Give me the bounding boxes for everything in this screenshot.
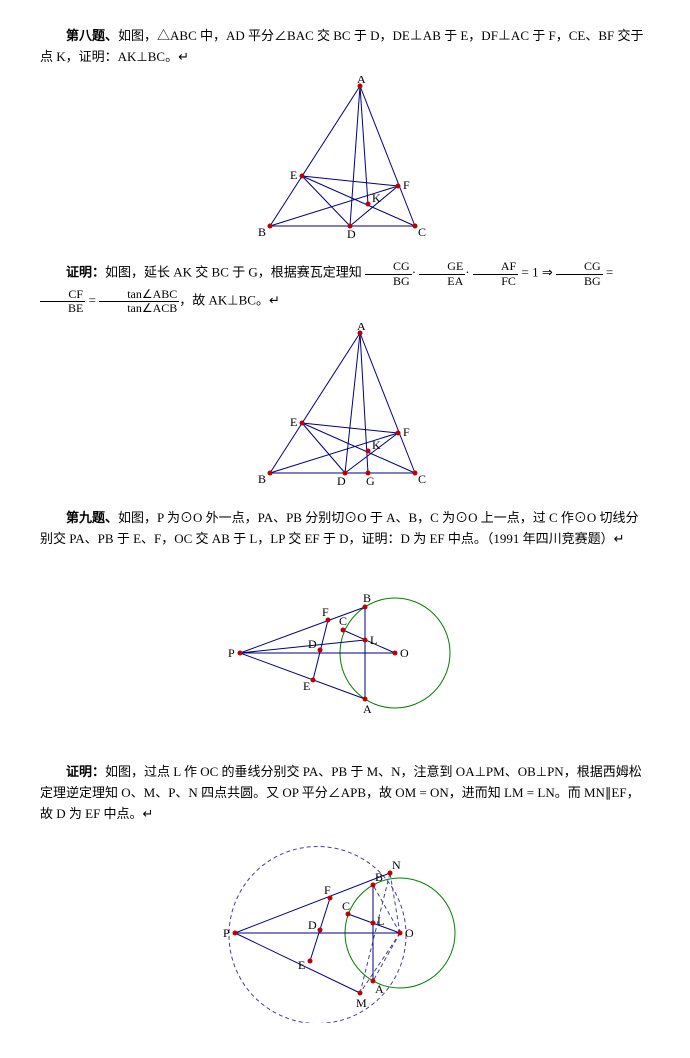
frac-ge-ea: GEEA <box>419 260 465 287</box>
svg-text:A: A <box>375 982 384 996</box>
q8-figure-2: A B C D G E F K <box>40 323 650 500</box>
frac-cf-be: CFBE <box>40 288 85 315</box>
svg-text:E: E <box>303 679 310 693</box>
svg-text:K: K <box>372 191 381 205</box>
q8-fig1-svg: A B C D E F K <box>240 76 450 246</box>
svg-text:P: P <box>223 926 230 940</box>
svg-text:E: E <box>290 415 297 429</box>
svg-text:G: G <box>366 474 375 488</box>
svg-text:C: C <box>418 225 426 239</box>
q8-problem-text: 如图，△ABC 中，AD 平分∠BAC 交 BC 于 D，DE⊥AB 于 E，D… <box>40 28 643 64</box>
svg-text:C: C <box>339 614 347 628</box>
svg-text:D: D <box>337 474 346 488</box>
svg-text:L: L <box>377 914 384 928</box>
q9-fig2-svg: P O A B C L E F D M N <box>215 833 475 1023</box>
frac-af-fc: AFFC <box>473 260 518 287</box>
svg-text:C: C <box>342 899 350 913</box>
q8-figure-1: A B C D E F K <box>40 76 650 253</box>
frac-tan: tan∠ABCtan∠ACB <box>99 288 179 315</box>
svg-text:E: E <box>298 958 305 972</box>
svg-text:A: A <box>357 76 366 86</box>
svg-text:B: B <box>363 591 371 605</box>
svg-text:D: D <box>308 918 317 932</box>
q9-proof: 证明：如图，过点 L 作 OC 的垂线分别交 PA、PB 于 M、N，注意到 O… <box>40 762 650 824</box>
svg-text:F: F <box>403 425 410 439</box>
svg-text:O: O <box>405 926 414 940</box>
svg-text:A: A <box>357 323 366 333</box>
svg-text:N: N <box>392 858 401 872</box>
q9-proof-text: 如图，过点 L 作 OC 的垂线分别交 PA、PB 于 M、N，注意到 OA⊥P… <box>40 764 642 821</box>
q9-problem: 第九题、如图，P 为⊙O 外一点，PA、PB 分别切⊙O 于 A、B，C 为⊙O… <box>40 508 650 550</box>
svg-text:M: M <box>356 996 367 1010</box>
svg-text:D: D <box>308 637 317 651</box>
svg-text:B: B <box>258 472 266 486</box>
svg-text:A: A <box>363 702 372 716</box>
q8-proof-t2: ，故 AK⊥BC。↵ <box>179 292 280 307</box>
svg-text:D: D <box>347 227 356 241</box>
q8-problem: 第八题、如图，△ABC 中，AD 平分∠BAC 交 BC 于 D，DE⊥AB 于… <box>40 26 650 68</box>
q9-figure-1: P O A B C L E F D <box>40 558 650 755</box>
q9-title: 第九题、 <box>66 510 118 525</box>
svg-text:F: F <box>403 178 410 192</box>
q9-proof-label: 证明： <box>66 764 105 779</box>
svg-text:P: P <box>228 646 235 660</box>
frac-cg-bg: CGBG <box>365 260 412 287</box>
svg-text:B: B <box>375 870 383 884</box>
q8-title: 第八题、 <box>66 28 118 43</box>
svg-text:F: F <box>324 883 331 897</box>
svg-text:C: C <box>418 472 426 486</box>
q9-fig1-svg: P O A B C L E F D <box>220 558 470 748</box>
q9-problem-text: 如图，P 为⊙O 外一点，PA、PB 分别切⊙O 于 A、B，C 为⊙O 上一点… <box>40 510 639 546</box>
svg-text:B: B <box>258 225 266 239</box>
svg-text:K: K <box>372 438 381 452</box>
svg-text:F: F <box>322 605 329 619</box>
q8-proof-t1: 如图，延长 AK 交 BC 于 G，根据赛瓦定理知 <box>105 265 362 280</box>
svg-text:L: L <box>370 633 377 647</box>
q8-fig2-svg: A B C D G E F K <box>240 323 450 493</box>
q9-figure-2: P O A B C L E F D M N <box>40 833 650 1030</box>
frac-cg-bg-2: CGBG <box>556 260 603 287</box>
q8-proof: 证明：如图，延长 AK 交 BC 于 G，根据赛瓦定理知 CGBG· GEEA·… <box>40 260 650 315</box>
svg-text:E: E <box>290 168 297 182</box>
svg-text:O: O <box>400 646 409 660</box>
q8-proof-label: 证明： <box>66 265 105 280</box>
